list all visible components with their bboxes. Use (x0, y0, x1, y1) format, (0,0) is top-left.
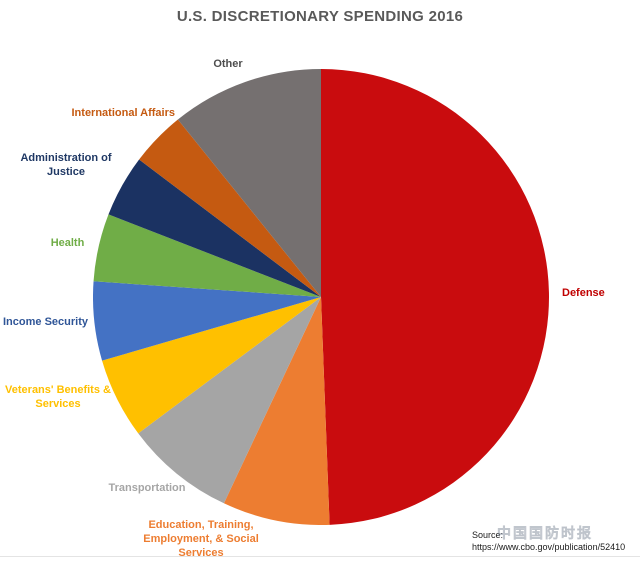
pie-slice (177, 69, 321, 297)
pie-svg (93, 69, 549, 525)
pie-slice (223, 297, 330, 525)
pie-slice (102, 297, 321, 434)
slice-label-veterans: Veterans' Benefits & Services (5, 384, 111, 411)
watermark: 中国国防时报 (497, 525, 593, 542)
pie-slice (321, 69, 549, 525)
source-label: Source: (472, 530, 504, 540)
source-url: https://www.cbo.gov/publication/52410 (472, 542, 626, 552)
pie-slice (93, 281, 321, 361)
chart-title: U.S. DISCRETIONARY SPENDING 2016 (176, 8, 464, 25)
slice-label-other: Other (213, 58, 243, 70)
pie-slice (138, 297, 321, 504)
source-note: Source: https://www.cbo.gov/publication/… (472, 529, 637, 553)
slice-label-income-security: Income Security (3, 316, 88, 328)
bottom-divider (0, 556, 640, 557)
pie-slice (139, 119, 321, 297)
slice-label-international-affairs: International Affairs (71, 107, 176, 119)
slice-label-transportation: Transportation (108, 482, 186, 494)
slice-label-health: Health (50, 237, 85, 249)
pie-slice (93, 214, 322, 297)
slice-label-education: Education, Training, Employment, & Socia… (143, 519, 259, 560)
pie-chart (93, 69, 549, 525)
slice-label-defense: Defense (562, 287, 605, 299)
pie-slice (108, 159, 321, 297)
slice-label-administration-of-justice: Administration of Justice (20, 152, 112, 179)
